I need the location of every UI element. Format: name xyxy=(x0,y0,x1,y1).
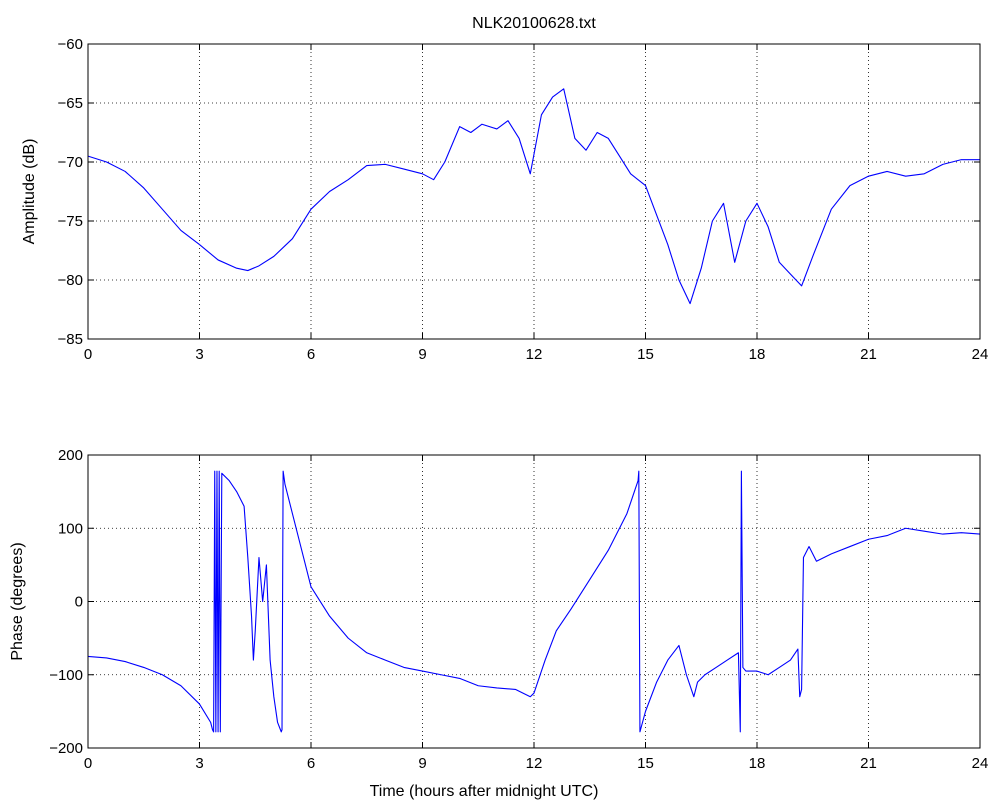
y-tick-label: 100 xyxy=(58,520,83,537)
phase-series-line xyxy=(87,470,981,733)
x-tick-label: 24 xyxy=(972,346,989,363)
x-tick-label: 0 xyxy=(84,755,92,772)
x-tick-label: 21 xyxy=(860,755,877,772)
y-tick-label: −80 xyxy=(58,272,83,289)
x-tick-label: 12 xyxy=(526,346,543,363)
phase-panel: 0 3 6 9 12 15 18 21 24 −200 −100 0 100 200 Phase (degr… xyxy=(9,447,988,800)
y-tick-label: 200 xyxy=(58,447,83,464)
x-tick-label: 15 xyxy=(637,755,654,772)
x-axis-label: Time (hours after midnight UTC) xyxy=(370,783,599,800)
x-tick-label: 9 xyxy=(418,755,426,772)
y-tick-label: 0 xyxy=(75,594,83,611)
x-tick-label: 6 xyxy=(307,346,315,363)
x-tick-label: 9 xyxy=(418,346,426,363)
x-tick-label: 15 xyxy=(637,346,654,363)
y-axis-label: Phase (degrees) xyxy=(9,542,26,660)
y-axis-label: Amplitude (dB) xyxy=(21,139,38,245)
x-tick-label: 3 xyxy=(195,346,203,363)
x-tick-label: 24 xyxy=(972,755,989,772)
y-tick-label: −65 xyxy=(58,95,83,112)
x-tick-label: 12 xyxy=(526,755,543,772)
chart-title: NLK20100628.txt xyxy=(472,15,596,32)
y-tick-label: −60 xyxy=(58,36,83,53)
x-tick-label: 18 xyxy=(749,755,766,772)
x-tick-label: 3 xyxy=(195,755,203,772)
x-tick-label: 6 xyxy=(307,755,315,772)
x-tick-label: 18 xyxy=(749,346,766,363)
y-tick-label: −75 xyxy=(58,213,83,230)
amplitude-series-line xyxy=(87,88,980,305)
x-tick-label: 21 xyxy=(860,346,877,363)
x-tick-label: 0 xyxy=(84,346,92,363)
amplitude-panel: 0 3 6 9 12 15 18 21 24 −85 −80 −75 −70 −65 −60 Amplitud… xyxy=(21,36,988,363)
y-tick-label: −85 xyxy=(58,331,83,348)
y-tick-label: −100 xyxy=(49,667,83,684)
y-tick-label: −200 xyxy=(49,740,83,757)
y-tick-label: −70 xyxy=(58,154,83,171)
